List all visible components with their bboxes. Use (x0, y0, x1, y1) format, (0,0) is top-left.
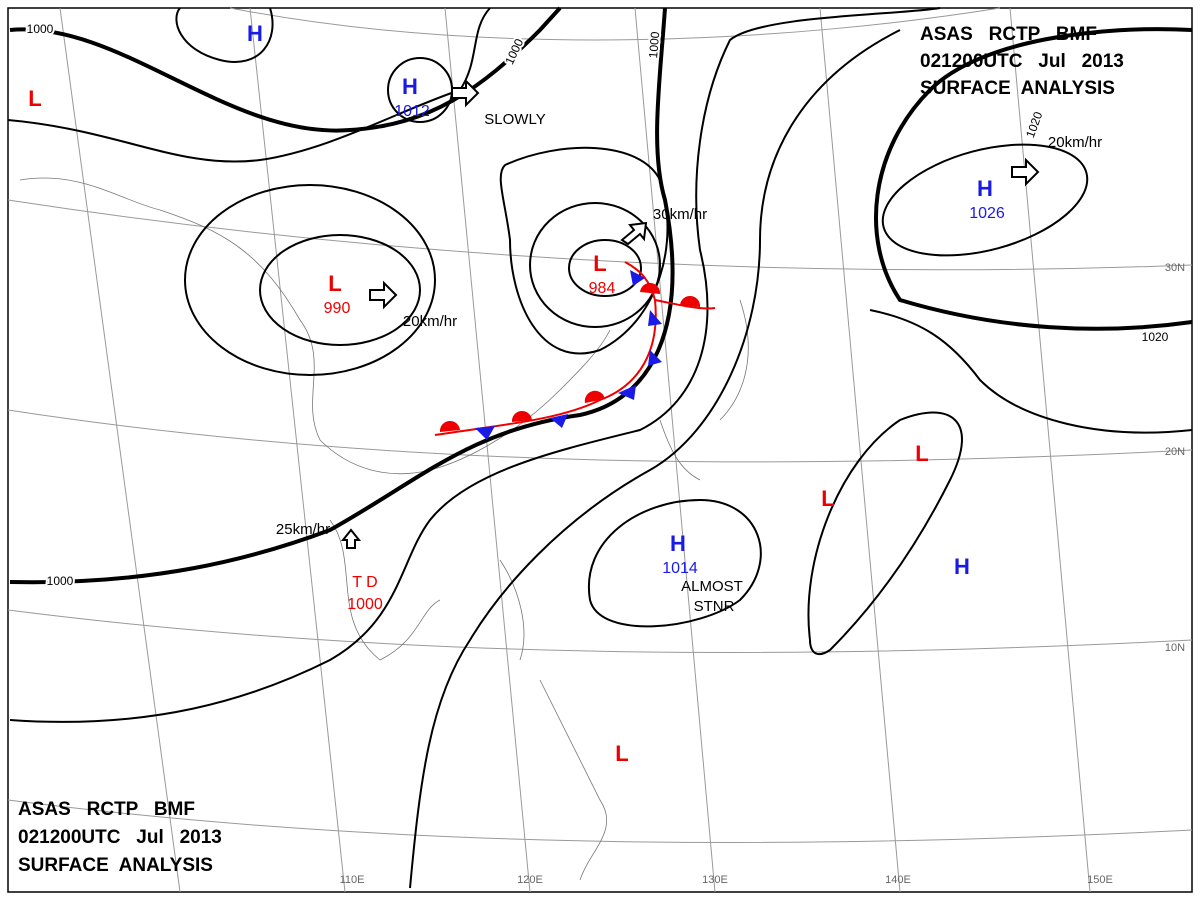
motion-label: 25km/hr (276, 521, 330, 538)
pressure-center: H (954, 554, 970, 579)
isobars (7, 6, 1193, 889)
isobar-label: 1000 (27, 22, 54, 36)
header-line: SURFACE ANALYSIS (18, 855, 213, 876)
graticule (7, 7, 1193, 893)
coastlines (19, 177, 749, 881)
lon-label: 150E (1087, 874, 1113, 886)
header-line: 021200UTC Jul 2013 (920, 51, 1124, 72)
pressure-center: L (328, 271, 341, 296)
isobar-label: 1000 (47, 574, 74, 588)
header-line: ASAS RCTP BMF (18, 799, 195, 820)
lat-label: 10N (1165, 642, 1185, 654)
pressure-value: 1026 (969, 205, 1005, 222)
motion-label: ALMOST (681, 578, 743, 595)
pressure-center: L (915, 441, 928, 466)
pressure-center: H (247, 21, 263, 46)
motion-arrows (340, 78, 1040, 549)
pressure-value: 990 (324, 300, 351, 317)
motion-label: STNR (694, 598, 735, 615)
motion-label: 20km/hr (1048, 134, 1102, 151)
labels: ASAS RCTP BMF 021200UTC Jul 2013 SURFACE A… (18, 20, 1185, 886)
pressure-center: L (28, 86, 41, 111)
lat-label: 30N (1165, 262, 1185, 274)
pressure-center: H (402, 74, 418, 99)
motion-label: SLOWLY (484, 111, 545, 128)
pressure-value: 1012 (394, 103, 430, 120)
pressure-center: H (670, 531, 686, 556)
pressure-center: L (615, 741, 628, 766)
pressure-value: 984 (589, 280, 616, 297)
lon-label: 110E (340, 874, 365, 886)
motion-label: 20km/hr (403, 313, 457, 330)
lon-label: 140E (885, 874, 911, 886)
td-value: 1000 (347, 596, 383, 613)
td-label: T D (352, 574, 377, 591)
header-line: 021200UTC Jul 2013 (18, 827, 222, 848)
pressure-value: 1014 (662, 560, 698, 577)
pressure-center: L (821, 486, 834, 511)
pressure-center: H (977, 176, 993, 201)
lat-label: 20N (1165, 446, 1185, 458)
isobar-label: 1000 (646, 31, 662, 59)
header-line: ASAS RCTP BMF (920, 24, 1097, 45)
lon-label: 120E (517, 874, 543, 886)
front (434, 261, 716, 440)
pressure-center: L (593, 251, 606, 276)
motion-label: 30km/hr (653, 206, 707, 223)
isobar-label: 1020 (1142, 330, 1169, 344)
header-line: SURFACE ANALYSIS (920, 78, 1115, 99)
lon-label: 130E (702, 874, 728, 886)
